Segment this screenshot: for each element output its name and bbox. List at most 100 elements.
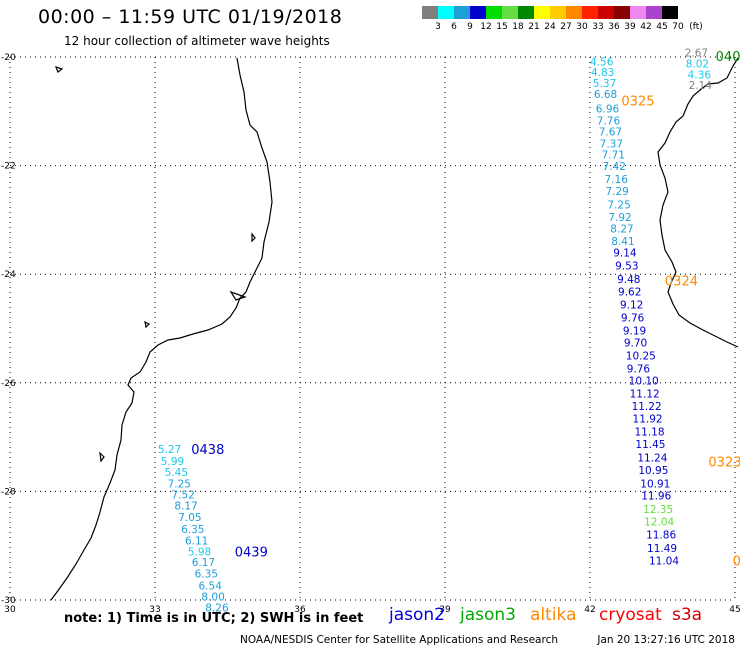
pass-time-label: 0439 <box>235 546 268 561</box>
swh-value: 9.48 <box>617 274 640 286</box>
credit-text: NOAA/NESDIS Center for Satellite Applica… <box>240 634 558 646</box>
longitude-tick-label: 36 <box>294 605 306 615</box>
longitude-tick-label: 42 <box>584 605 595 615</box>
swh-value: 9.14 <box>613 247 637 259</box>
colorbar-swatch <box>550 6 566 19</box>
coast-islet <box>144 320 151 329</box>
swh-value: 7.67 <box>599 126 622 138</box>
swh-value: 10.10 <box>629 376 659 388</box>
colorbar-swatch <box>630 6 646 19</box>
swh-value: 8.41 <box>611 236 634 248</box>
satellite-jason2: jason2 <box>389 605 445 625</box>
coastline <box>50 57 739 601</box>
pass-time-labels: 0402 0325 0324 0323 0 0438 0439 <box>191 50 740 569</box>
swh-value: 7.52 <box>171 490 194 502</box>
swh-value: 12.35 <box>643 504 673 516</box>
axis-labels: 30 33 36 39 42 45 -20 -22 -24 -26 -28 -30 <box>1 53 740 615</box>
colorbar-swatch <box>566 6 582 19</box>
colorbar-swatch <box>438 6 454 19</box>
colorbar-label: 39 <box>624 22 636 32</box>
coast-islet <box>54 66 64 73</box>
swh-value: 12.04 <box>644 516 674 528</box>
swh-tracks: 4.564.835.376.68 6.967.767.677.377.717.42… <box>158 48 712 615</box>
pass-time-label: 0325 <box>621 94 654 109</box>
colorbar-label: 27 <box>560 22 572 32</box>
swh-value: 10.25 <box>626 351 656 363</box>
colorbar-label: 15 <box>496 22 508 32</box>
pass-time-label: 0 <box>733 554 740 569</box>
swh-value: 10.91 <box>640 478 670 490</box>
colorbar-swatch <box>502 6 518 19</box>
swh-value: 5.98 <box>188 547 211 559</box>
colorbar-swatch <box>454 6 470 19</box>
colorbar-swatch <box>518 6 534 19</box>
satellite-cryosat: cryosat <box>599 605 662 625</box>
swh-value: 4.56 <box>590 56 614 68</box>
swh-value: 10.95 <box>638 465 668 477</box>
swh-value: 2.67 <box>685 48 708 60</box>
latitude-tick-label: -26 <box>1 379 16 389</box>
swh-value: 7.16 <box>605 174 629 186</box>
colorbar-label: 45 <box>656 22 668 32</box>
colorbar-label: 70 <box>672 22 684 32</box>
satellite-s3a: s3a <box>672 605 703 625</box>
colorbar-label: 30 <box>576 22 588 32</box>
colorbar-swatch <box>422 6 438 19</box>
swh-value: 6.54 <box>199 580 223 592</box>
swh-value: 7.76 <box>597 116 621 128</box>
swh-value: 5.27 <box>158 444 181 456</box>
colorbar-label: 21 <box>528 22 540 32</box>
colorbar-label: 33 <box>592 22 604 32</box>
swh-value: 8.02 <box>686 59 709 71</box>
colorbar-swatch <box>582 6 598 19</box>
swh-value: 8.17 <box>174 501 197 513</box>
swh-value: 4.36 <box>688 69 712 81</box>
latitude-tick-label: -24 <box>1 270 16 280</box>
swh-value: 9.62 <box>618 287 641 299</box>
colorbar-label: 24 <box>544 22 556 32</box>
longitude-tick-label: 39 <box>439 605 451 615</box>
swh-value: 7.37 <box>600 138 623 150</box>
swh-value: 11.45 <box>635 439 665 451</box>
swh-value: 7.92 <box>608 212 631 224</box>
map-subtitle: 12 hour collection of altimeter wave hei… <box>64 34 330 48</box>
swh-value: 5.99 <box>161 456 184 468</box>
pass-time-label: 0324 <box>665 275 698 290</box>
colorbar-swatch <box>646 6 662 19</box>
swh-value: 7.71 <box>602 150 625 162</box>
swh-value: 9.76 <box>621 313 645 325</box>
pass-time-label: 0402 <box>716 50 740 65</box>
colorbar-label: 36 <box>608 22 620 32</box>
coast-islet <box>251 232 256 243</box>
swh-value: 11.86 <box>646 529 676 541</box>
swh-value: 11.96 <box>641 491 671 503</box>
longitude-tick-label: 30 <box>4 605 16 615</box>
colorbar-swatch <box>614 6 630 19</box>
pass-time-label: 0323 <box>708 456 740 471</box>
swh-value: 6.17 <box>192 557 215 569</box>
colorbar-swatch <box>470 6 486 19</box>
swh-value: 6.68 <box>594 89 617 101</box>
swh-value: 11.18 <box>634 427 664 439</box>
swh-value: 9.70 <box>624 338 647 350</box>
swh-value: 9.19 <box>623 326 646 338</box>
swh-value: 9.76 <box>627 364 651 376</box>
satellite-altika: altika <box>530 605 577 625</box>
swh-value: 11.92 <box>633 414 663 426</box>
longitude-tick-label: 45 <box>729 605 740 615</box>
colorbar-label: 6 <box>451 22 457 32</box>
swh-value: 11.04 <box>649 555 679 567</box>
map-title: 00:00 – 11:59 UTC 01/19/2018 <box>38 6 343 28</box>
swh-value: 5.37 <box>593 78 616 90</box>
swh-value: 6.35 <box>181 524 204 536</box>
swh-value: 7.25 <box>168 478 191 490</box>
colorbar-swatch <box>598 6 614 19</box>
satellite-jason3: jason3 <box>460 605 516 625</box>
colorbar-unit-label: (ft) <box>689 22 703 32</box>
graticule <box>9 56 736 601</box>
latitude-tick-label: -20 <box>1 53 16 63</box>
generation-timestamp: Jan 20 13:27:16 UTC 2018 <box>597 634 735 646</box>
coast-islet <box>229 290 247 301</box>
latitude-tick-label: -22 <box>1 162 16 172</box>
